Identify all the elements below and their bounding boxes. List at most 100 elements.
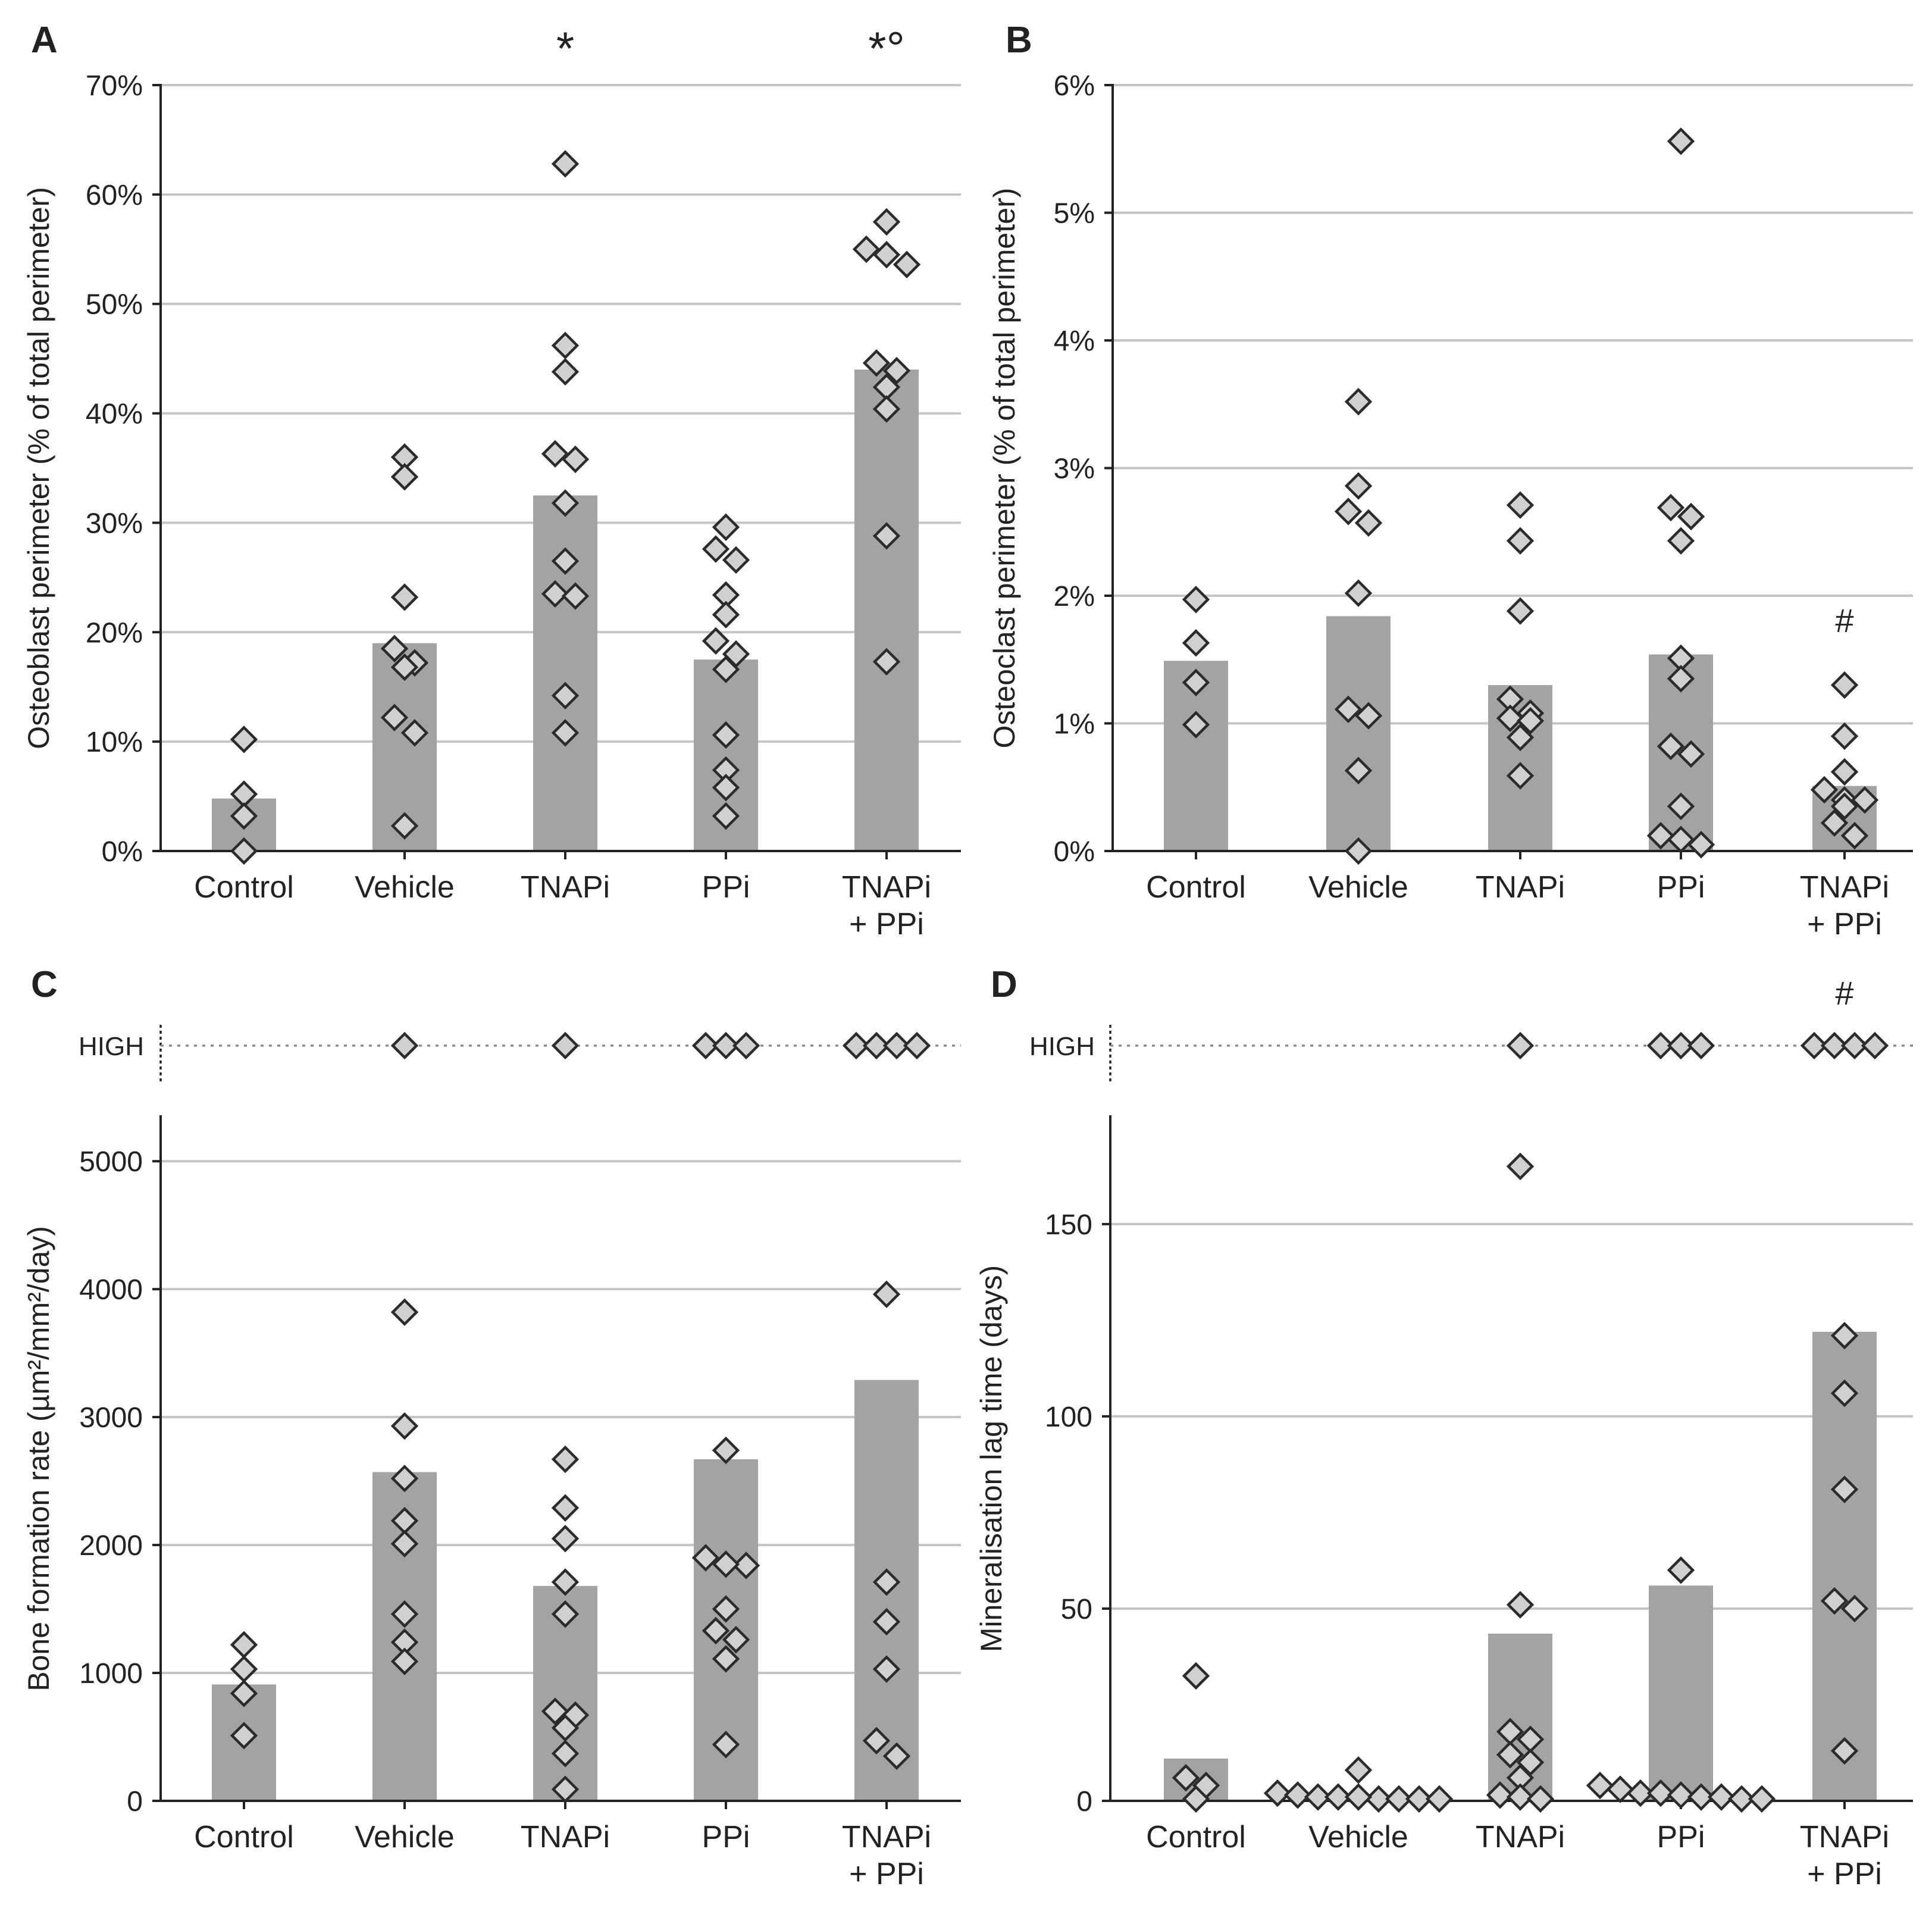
data-point <box>712 1436 740 1465</box>
y-tick-label: 2% <box>1054 581 1095 612</box>
data-point <box>722 546 750 574</box>
y-tick-label: 0 <box>127 1786 143 1818</box>
data-point <box>1677 740 1705 768</box>
y-tick-label: 6% <box>1054 70 1095 102</box>
y-axis-label: Mineralisation lag time (days) <box>975 1265 1008 1652</box>
y-tick-label: 100 <box>1045 1402 1092 1433</box>
data-point <box>541 440 569 468</box>
category-label: + PPi <box>1807 1857 1882 1891</box>
data-point <box>551 1525 580 1553</box>
data-point <box>1667 1781 1695 1809</box>
significance-annotation: *° <box>868 22 905 74</box>
data-point <box>1646 822 1675 850</box>
high-label: HIGH <box>79 1032 144 1061</box>
data-point <box>1182 1785 1210 1813</box>
data-point <box>230 1722 258 1750</box>
data-point <box>1344 472 1373 500</box>
y-tick-label: 60% <box>86 180 143 211</box>
data-point <box>872 647 901 676</box>
data-point <box>230 725 258 753</box>
data-point <box>230 1655 258 1683</box>
significance-annotation: # <box>1835 974 1853 1012</box>
data-point <box>1516 707 1545 735</box>
data-point <box>390 463 419 491</box>
category-label: Vehicle <box>1308 1820 1408 1854</box>
high-data-point <box>882 1031 911 1060</box>
panel-letter: D <box>991 964 1017 1005</box>
high-data-point <box>712 1031 740 1060</box>
y-tick-label: 70% <box>86 70 143 102</box>
data-point <box>1657 732 1685 761</box>
panel-d: D 0 50 100 150 Mineralisation lag time (days)… <box>975 964 1913 1891</box>
data-point <box>1354 509 1383 537</box>
category-label: TNAPi <box>1476 1820 1565 1854</box>
data-point <box>551 489 580 517</box>
bar <box>1649 1585 1713 1801</box>
data-point <box>1354 702 1383 730</box>
data-point <box>712 802 740 830</box>
data-point <box>1850 786 1879 814</box>
data-point <box>862 349 891 377</box>
y-axis-label: Bone formation rate (µm²/mm²/day) <box>22 1226 55 1691</box>
data-point <box>1344 387 1373 416</box>
category-label: TNAPi <box>1476 870 1565 905</box>
data-point <box>1667 792 1695 821</box>
high-data-point <box>1840 1031 1869 1060</box>
data-point <box>691 1544 720 1572</box>
y-tick-label: 10% <box>86 727 143 758</box>
data-point <box>1506 527 1535 555</box>
data-point <box>390 1647 419 1675</box>
data-point <box>1830 722 1859 750</box>
data-point <box>1182 1662 1210 1690</box>
panel-b: B 0% 1% 2% 3% 4% 5% 6% Osteoclast perimeter (% o… <box>988 20 1913 941</box>
data-point <box>712 774 740 802</box>
category-label: + PPi <box>849 1857 924 1891</box>
high-label: HIGH <box>1029 1032 1095 1061</box>
category-label: Vehicle <box>1308 870 1408 905</box>
data-point <box>872 1655 901 1683</box>
data-point <box>1586 1771 1614 1800</box>
high-data-point <box>1800 1031 1828 1060</box>
high-data-point <box>1646 1031 1675 1060</box>
data-point <box>390 653 419 681</box>
category-label: Control <box>1146 870 1246 905</box>
panel-letter: B <box>1006 20 1032 61</box>
category-label: PPi <box>1657 1820 1705 1854</box>
high-data-point <box>1667 1031 1695 1060</box>
data-point <box>712 513 740 541</box>
data-point <box>1820 809 1849 837</box>
data-point <box>862 1726 891 1755</box>
data-point <box>1506 762 1535 790</box>
data-point <box>551 681 580 710</box>
data-point <box>712 1595 740 1623</box>
data-point <box>561 582 590 610</box>
data-point <box>390 1412 419 1440</box>
y-tick-label: 2000 <box>79 1530 143 1562</box>
data-point <box>1667 1556 1695 1584</box>
data-point <box>390 1529 419 1558</box>
high-data-point <box>691 1031 720 1060</box>
data-point <box>1506 1591 1535 1619</box>
y-tick-label: 4000 <box>79 1274 143 1306</box>
data-point <box>1334 695 1363 724</box>
data-point <box>1304 1783 1332 1811</box>
y-tick-label: 5000 <box>79 1146 143 1178</box>
data-point <box>712 1645 740 1673</box>
data-point <box>551 1775 580 1803</box>
data-point <box>1182 586 1210 614</box>
data-point <box>1344 1756 1373 1784</box>
data-point <box>1606 1775 1634 1803</box>
data-point <box>390 1298 419 1327</box>
data-point <box>1364 1785 1393 1813</box>
category-label: Control <box>194 870 294 905</box>
y-tick-label: 50 <box>1061 1594 1092 1625</box>
data-point <box>882 1742 911 1770</box>
data-point <box>230 1631 258 1659</box>
data-point <box>1405 1785 1433 1813</box>
data-point <box>541 1697 569 1725</box>
data-point <box>702 1616 730 1645</box>
data-point <box>1748 1785 1776 1813</box>
data-point <box>1667 127 1695 155</box>
panel-letter: A <box>31 20 58 61</box>
